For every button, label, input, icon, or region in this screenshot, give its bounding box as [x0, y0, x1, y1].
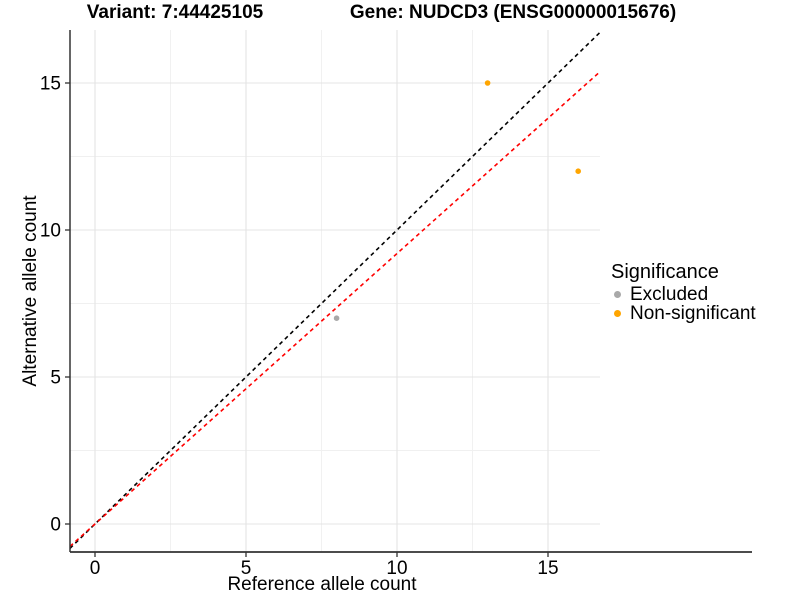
legend-item: Non-significant [611, 304, 756, 323]
y-tick-label: 10 [40, 221, 61, 242]
legend-swatch-icon [614, 291, 621, 298]
gene-title: Gene: NUDCD3 (ENSG00000015676) [349, 2, 677, 23]
x-axis-title: Reference allele count [227, 574, 417, 595]
x-tick-label: 10 [386, 558, 407, 579]
data-point [484, 80, 491, 86]
y-axis-title: Alternative allele count [20, 195, 41, 387]
x-tick-label: 15 [537, 558, 558, 579]
legend-item-label: Excluded [630, 284, 709, 305]
threshold-line [70, 71, 600, 548]
variant-title: Variant: 7:44425105 [86, 2, 264, 23]
legend-swatch-icon [614, 310, 621, 317]
legend-items: Excluded Non-significant [611, 285, 756, 323]
y-tick-label: 15 [40, 74, 61, 95]
legend: Significance Excluded Non-significant [611, 261, 756, 324]
x-tick-label: 5 [241, 558, 252, 579]
legend-item: Excluded [611, 285, 756, 304]
x-tick-label: 0 [90, 558, 101, 579]
y-tick-label: 0 [50, 515, 61, 536]
identity-line [70, 31, 600, 549]
legend-title: Significance [611, 261, 719, 283]
data-point [575, 168, 581, 174]
data-point [333, 315, 340, 322]
y-tick-label: 5 [50, 368, 61, 389]
legend-item-label: Non-significant [630, 303, 756, 324]
